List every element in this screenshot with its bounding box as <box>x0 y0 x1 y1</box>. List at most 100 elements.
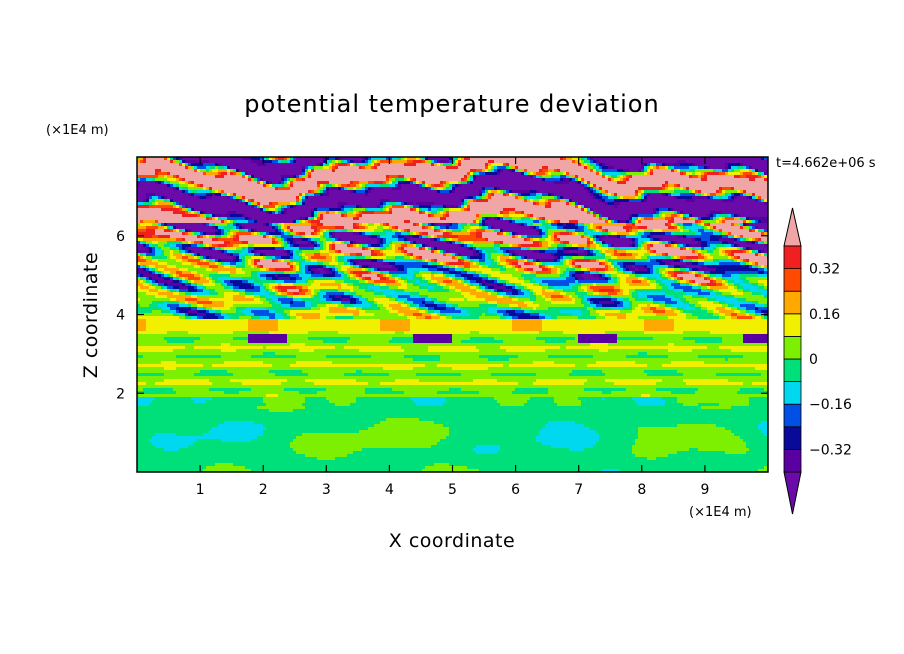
field-cell <box>392 169 396 173</box>
field-cell <box>392 196 396 200</box>
field-cell <box>266 160 270 164</box>
field-cell <box>161 199 165 203</box>
field-cell <box>365 226 369 230</box>
field-cell <box>647 157 651 161</box>
field-cell <box>245 184 249 188</box>
field-cell <box>641 199 645 203</box>
field-cell <box>359 169 363 173</box>
field-cell <box>674 193 678 197</box>
field-cell <box>749 220 753 224</box>
field-cell <box>455 220 459 224</box>
field-cell <box>458 217 462 221</box>
field-cell <box>350 157 354 161</box>
field-cell <box>527 160 531 164</box>
field-cell <box>479 181 483 185</box>
field-cell <box>386 208 390 212</box>
field-cell <box>503 184 507 188</box>
field-cell <box>278 220 282 224</box>
field-cell <box>236 202 240 206</box>
field-cell <box>443 157 447 161</box>
field-cell <box>389 205 393 209</box>
field-cell <box>677 172 681 176</box>
field-cell <box>614 184 618 188</box>
field-cell <box>320 184 324 188</box>
field-cell <box>215 175 219 179</box>
field-cell <box>206 223 210 227</box>
field-cell <box>749 181 753 185</box>
field-cell <box>644 214 648 218</box>
field-cell <box>641 202 645 206</box>
field-cell <box>533 202 537 206</box>
field-cell <box>290 205 294 209</box>
field-cell <box>440 196 444 200</box>
field-cell <box>224 202 228 206</box>
field-cell <box>740 181 744 185</box>
field-cell <box>371 223 375 227</box>
field-cell <box>206 205 210 209</box>
field-cell <box>452 190 456 194</box>
field-cell <box>185 223 189 227</box>
field-cell <box>659 172 663 176</box>
field-cell <box>200 169 204 173</box>
field-cell <box>425 166 429 170</box>
field-cell <box>440 184 444 188</box>
field-cell <box>269 208 273 212</box>
field-cell <box>284 199 288 203</box>
field-cell <box>353 223 357 227</box>
field-cell <box>614 199 618 203</box>
field-cell <box>320 223 324 227</box>
field-cell <box>284 202 288 206</box>
field-cell <box>584 217 588 221</box>
field-cell <box>728 166 732 170</box>
field-cell <box>374 157 378 161</box>
field-cell <box>596 169 600 173</box>
field-cell <box>737 223 741 227</box>
field-cell <box>479 214 483 218</box>
field-cell <box>167 223 171 227</box>
field-cell <box>659 202 663 206</box>
field-cell <box>656 208 660 212</box>
field-cell <box>491 166 495 170</box>
field-cell <box>521 169 525 173</box>
field-cell <box>671 220 675 224</box>
field-cell <box>413 157 417 161</box>
field-cell <box>266 214 270 218</box>
field-cell <box>476 181 480 185</box>
field-cell <box>347 190 351 194</box>
field-cell <box>164 190 168 194</box>
field-cell <box>473 187 477 191</box>
field-cell <box>212 175 216 179</box>
field-cell <box>380 214 384 218</box>
field-cell <box>758 181 762 185</box>
field-cell <box>377 214 381 218</box>
field-cell <box>515 166 519 170</box>
field-cell <box>464 160 468 164</box>
field-cell <box>422 202 426 206</box>
field-cell <box>320 160 324 164</box>
field-cell <box>200 220 204 224</box>
field-cell <box>530 190 534 194</box>
field-cell <box>587 193 591 197</box>
field-cell <box>761 187 765 191</box>
field-cell <box>713 160 717 164</box>
field-cell <box>746 163 750 167</box>
field-cell <box>293 211 297 215</box>
field-cell <box>383 193 387 197</box>
field-cell <box>140 211 144 215</box>
field-cell <box>212 199 216 203</box>
field-cell <box>350 160 354 164</box>
field-cell <box>446 160 450 164</box>
field-cell <box>221 199 225 203</box>
field-cell <box>176 223 180 227</box>
field-cell <box>653 211 657 215</box>
field-cell <box>311 190 315 194</box>
field-cell <box>158 217 162 221</box>
field-cell <box>671 175 675 179</box>
field-cell <box>335 172 339 176</box>
field-cell <box>476 217 480 221</box>
field-cell <box>380 172 384 176</box>
field-cell <box>257 214 261 218</box>
field-cell <box>227 187 231 191</box>
field-cell <box>194 199 198 203</box>
field-cell <box>488 178 492 182</box>
